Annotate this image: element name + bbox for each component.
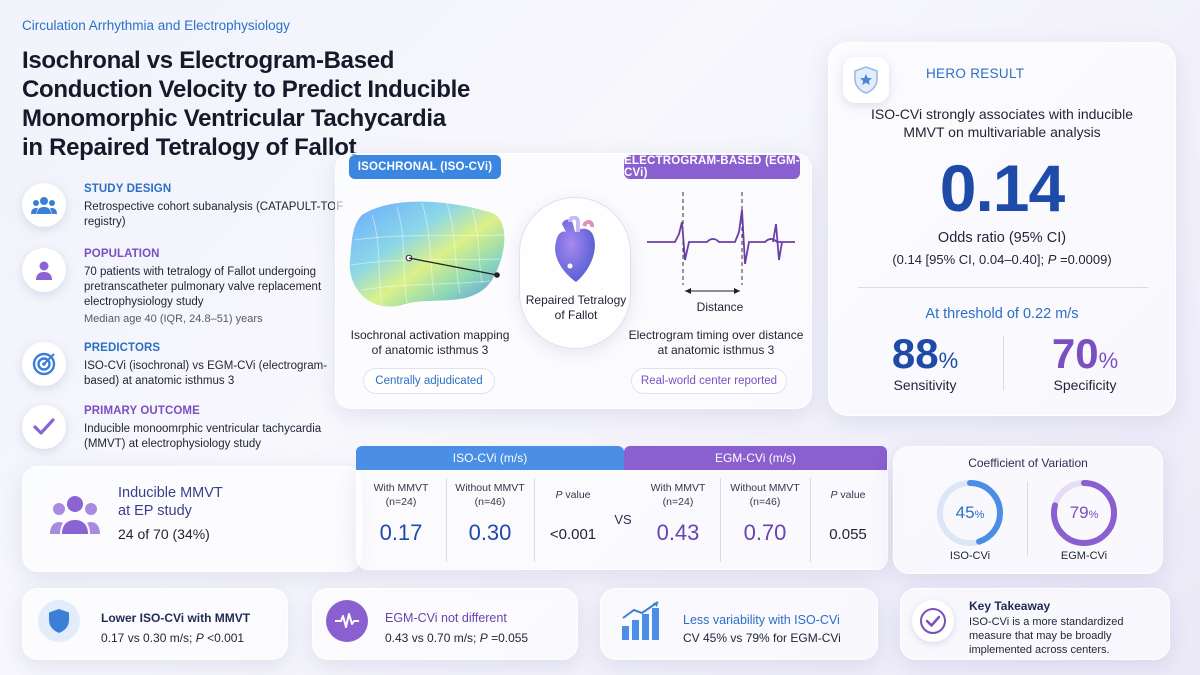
hero-metric: Odds ratio (95% CI) [937, 230, 1067, 246]
b2-text: 0.43 vs 0.70 m/s; P =0.055 [385, 631, 529, 645]
hero-card [828, 42, 1176, 416]
hero-divider [858, 287, 1148, 288]
iso-tag: ISOCHRONAL (ISO-CVi) [349, 155, 501, 179]
egm-cv-ring [1051, 480, 1117, 546]
iso-caption: Isochronal activation mapping of anatomi… [350, 328, 510, 357]
b4-title: Key Takeaway [969, 599, 1051, 613]
egm-without-header: Without MMVT (n=46) [730, 482, 800, 508]
mmvt-title: Inducible MMVT at EP study [118, 485, 223, 519]
isochronal-map-illustration [349, 201, 505, 307]
predictors-text: ISO-CVi (isochronal) vs EGM-CVi (electro… [84, 360, 328, 387]
person-icon [22, 248, 66, 292]
waveform-icon [326, 600, 368, 642]
egm-header: EGM-CVi (m/s) [624, 446, 887, 470]
hero-label: HERO RESULT [926, 66, 1025, 81]
bar-chart-icon [622, 601, 659, 640]
outcome-heading: PRIMARY OUTCOME [84, 405, 200, 417]
b3-text: CV 45% vs 79% for EGM-CVi [683, 631, 841, 645]
iso-cv-arc [937, 480, 1003, 546]
iso-header: ISO-CVi (m/s) [356, 446, 624, 470]
iso-without-header: Without MMVT (n=46) [455, 482, 525, 508]
distance-label: Distance [696, 300, 744, 314]
cv-divider [1027, 482, 1028, 556]
iso-p-value: <0.001 [549, 526, 597, 543]
b1-title: Lower ISO-CVi with MMVT [101, 611, 251, 625]
b4-text: ISO-CVi is a more standardized measure t… [969, 616, 1124, 656]
outcome-section: PRIMARY OUTCOME Inducible monoomrphic ve… [22, 405, 342, 455]
egm-cv-arc [1051, 480, 1117, 546]
egm-pill: Real-world center reported [631, 368, 787, 394]
iso-pill: Centrally adjudicated [363, 368, 495, 394]
b2-title: EGM-CVi not different [385, 611, 507, 625]
iso-cv-value: 45% [955, 503, 985, 522]
target-icon [22, 342, 66, 386]
study-design-text: Retrospective cohort subanalysis (CATAPU… [84, 201, 344, 228]
iso-cv-label: ISO-CVi [949, 550, 991, 562]
egm-tag: ELECTROGRAM-BASED (EGM-CVi) [624, 155, 800, 179]
check-circle-icon [912, 600, 954, 642]
iso-with-value: 0.17 [379, 520, 423, 545]
iso-p-header: P value [555, 489, 591, 501]
iso-with-header: With MMVT (n=24) [373, 482, 429, 508]
people-icon [50, 496, 100, 534]
table-divider [810, 478, 811, 562]
shield-icon [38, 600, 80, 642]
egm-without-value: 0.70 [743, 520, 787, 545]
predictors-heading: PREDICTORS [84, 342, 161, 354]
check-icon [22, 405, 66, 449]
population-text: 70 patients with tetralogy of Fallot und… [84, 266, 322, 308]
journal-name: Circulation Arrhythmia and Electrophysio… [22, 18, 290, 33]
table-divider [720, 478, 721, 562]
outcome-text: Inducible monoomrphic ventricular tachyc… [84, 423, 322, 450]
table-divider [534, 478, 535, 562]
iso-cv-ring [937, 480, 1003, 546]
iso-without-value: 0.30 [468, 520, 512, 545]
egm-with-value: 0.43 [656, 520, 700, 545]
population-section: POPULATION 70 patients with tetralogy of… [22, 248, 342, 328]
egm-cv-label: EGM-CVi [1060, 550, 1108, 562]
mmvt-value: 24 of 70 (34%) [118, 526, 210, 542]
hero-statement: ISO-CVi strongly associates with inducib… [871, 106, 1133, 140]
star-shield-icon [843, 57, 889, 103]
study-design-heading: STUDY DESIGN [84, 183, 172, 195]
hero-ci: (0.14 [95% CI, 0.04–0.40]; P =0.0009) [892, 252, 1112, 267]
b3-title: Less variability with ISO-CVi [683, 613, 840, 627]
bottom-card-iso: Lower ISO-CVi with MMVT 0.17 vs 0.30 m/s… [22, 588, 288, 660]
comparison-table [356, 466, 888, 570]
study-design-section: STUDY DESIGN Retrospective cohort subana… [22, 183, 344, 233]
egm-p-header: P value [830, 489, 866, 501]
page-title: Isochronal vs Electrogram-Based Conducti… [22, 47, 471, 161]
predictors-section: PREDICTORS ISO-CVi (isochronal) vs EGM-C… [22, 342, 342, 392]
hero-vertical-divider [1003, 336, 1004, 390]
table-divider [446, 478, 447, 562]
population-age: Median age 40 (IQR, 24.8–51) years [84, 313, 263, 325]
egm-p-value: 0.055 [829, 526, 867, 543]
specificity-value: 70% [1051, 330, 1119, 377]
egm-cv-value: 79% [1069, 503, 1099, 522]
sensitivity-label: Sensitivity [893, 377, 957, 393]
heart-label: Repaired Tetralogy of Fallot [525, 293, 627, 322]
b1-text: 0.17 vs 0.30 m/s; P <0.001 [101, 631, 245, 645]
population-heading: POPULATION [84, 248, 160, 260]
electrogram-illustration [647, 192, 795, 294]
egm-with-header: With MMVT (n=24) [650, 482, 706, 508]
heart-icon [555, 216, 595, 282]
specificity-label: Specificity [1053, 377, 1117, 393]
threshold-label: At threshold of 0.22 m/s [925, 306, 1079, 322]
vs-label: VS [614, 512, 632, 527]
group-icon [22, 183, 66, 227]
sensitivity-value: 88% [891, 330, 959, 377]
heart-badge: Repaired Tetralogy of Fallot [519, 197, 631, 349]
cv-title: Coefficient of Variation [968, 456, 1088, 470]
hero-value: 0.14 [939, 151, 1065, 225]
egm-caption: Electrogram timing over distance at anat… [628, 328, 804, 357]
bottom-card-variability: Less variability with ISO-CVi CV 45% vs … [600, 588, 878, 660]
